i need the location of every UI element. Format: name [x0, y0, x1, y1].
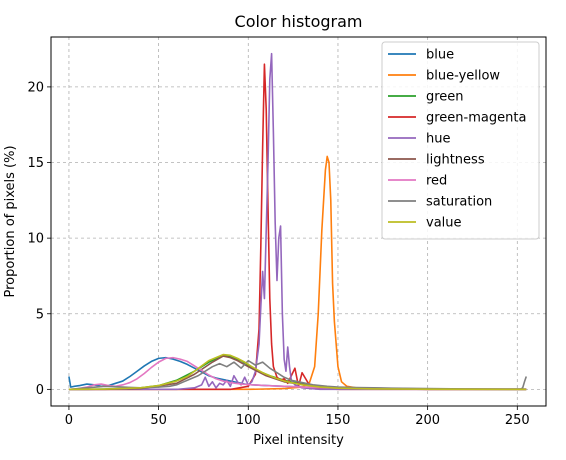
y-tick-label: 10 [27, 232, 44, 247]
legend-label-blue: blue [426, 48, 454, 63]
y-tick-label: 20 [27, 80, 44, 95]
legend-label-value: value [426, 216, 462, 231]
legend: blue blue-yellow green green-magenta hue ligh… [381, 41, 540, 240]
legend-label-lightness: lightness [426, 153, 485, 168]
y-tick-label: 15 [27, 156, 44, 171]
legend-label-hue: hue [426, 132, 450, 147]
x-tick-label: 50 [150, 413, 167, 428]
y-axis-label: Proportion of pixels (%) [3, 145, 18, 297]
legend-label-blue-yellow: blue-yellow [426, 69, 500, 84]
series-line-hue [68, 52, 527, 391]
y-tick-label: 5 [36, 307, 44, 322]
x-tick-label: 100 [236, 413, 261, 428]
legend-label-saturation: saturation [426, 195, 492, 210]
series-line-value [68, 353, 527, 391]
x-tick-label: 150 [326, 413, 351, 428]
legend-label-green-magenta: green-magenta [426, 111, 526, 126]
y-tick-label: 0 [36, 383, 44, 398]
x-tick-label: 0 [65, 413, 73, 428]
legend-label-green: green [426, 90, 464, 105]
plot-frame [50, 36, 547, 407]
legend-label-red: red [426, 174, 447, 189]
legend-box [381, 41, 540, 240]
chart-title: Color histogram [235, 12, 363, 31]
plot-lines [68, 52, 528, 391]
x-tick-label: 250 [505, 413, 530, 428]
x-axis-label: Pixel intensity [253, 433, 344, 448]
x-tick-label: 200 [415, 413, 440, 428]
axis-ticks: 0 50 100 150 200 250 0 5 10 15 20 [27, 80, 529, 428]
